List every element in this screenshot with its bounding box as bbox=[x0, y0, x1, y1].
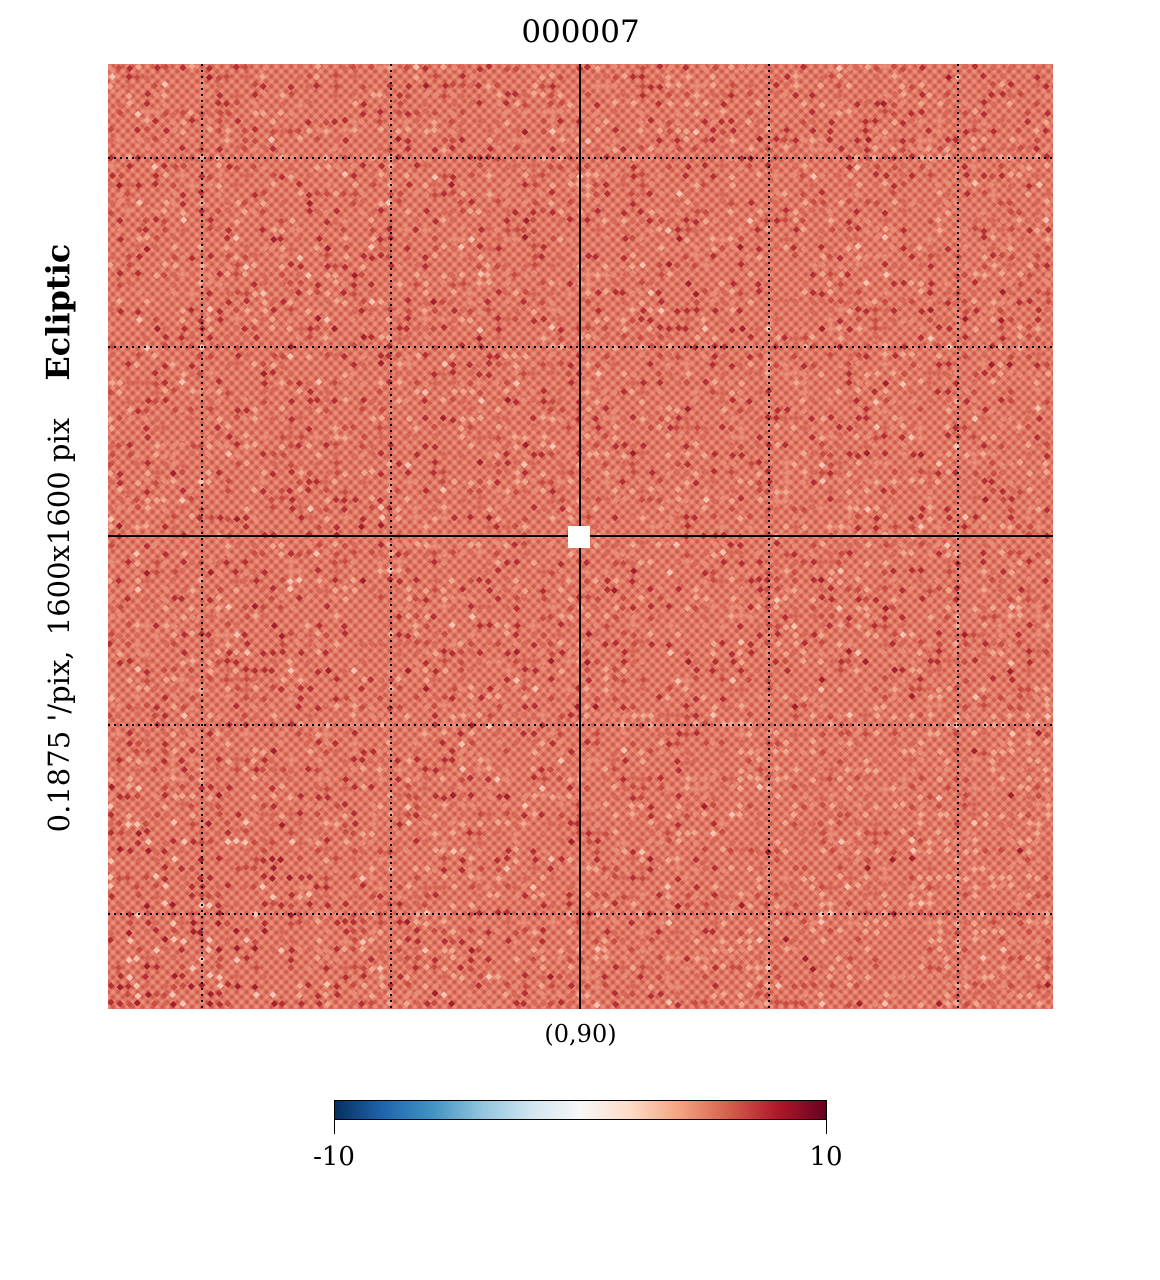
colorbar-min-label: -10 bbox=[313, 1142, 355, 1172]
size-label: 1600x1600 pix bbox=[42, 417, 76, 636]
colorbar-tick-max bbox=[826, 1120, 827, 1134]
colorbar-tick-min bbox=[334, 1120, 335, 1134]
projection-center-label: (0,90) bbox=[544, 1020, 617, 1048]
graticule bbox=[108, 64, 1053, 1009]
resolution-label: 0.1875 '/pix, bbox=[42, 650, 76, 833]
center-spot bbox=[568, 526, 590, 548]
map-side-label: 0.1875 '/pix, 1600x1600 pix Ecliptic bbox=[39, 244, 77, 833]
coordinate-system-label: Ecliptic bbox=[39, 243, 77, 381]
colorbar-max-label: 10 bbox=[809, 1142, 843, 1172]
chart-title: 000007 bbox=[521, 14, 640, 50]
sky-map bbox=[108, 64, 1053, 1009]
colorbar bbox=[334, 1100, 827, 1120]
